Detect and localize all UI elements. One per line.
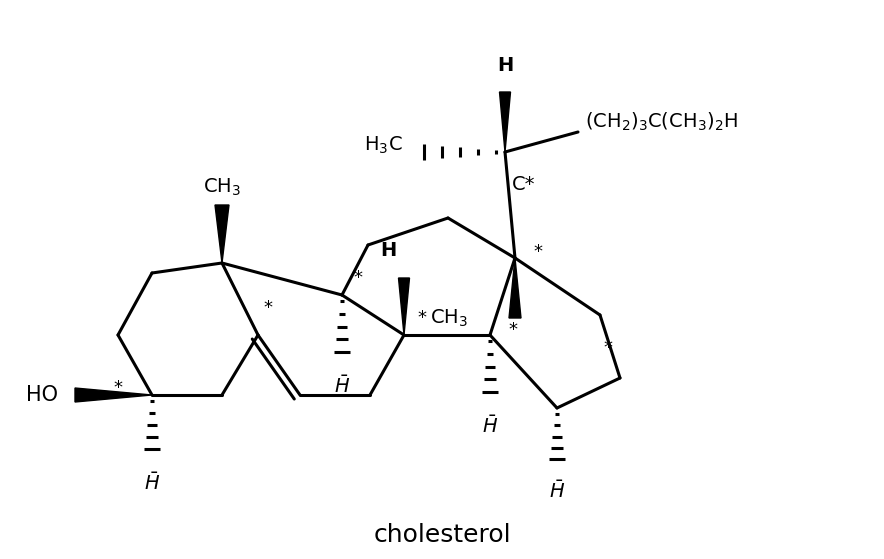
Polygon shape (75, 388, 152, 402)
Text: $\bar{H}$: $\bar{H}$ (482, 415, 498, 437)
Text: *: * (603, 339, 612, 357)
Text: $\bar{H}$: $\bar{H}$ (549, 480, 565, 502)
Text: (CH$_2$)$_3$C(CH$_3$)$_2$H: (CH$_2$)$_3$C(CH$_3$)$_2$H (585, 111, 738, 133)
Text: C*: C* (512, 176, 536, 195)
Text: *: * (508, 321, 517, 339)
Text: H: H (380, 241, 396, 260)
Text: H: H (497, 56, 513, 75)
Text: *: * (263, 299, 272, 317)
Text: cholesterol: cholesterol (373, 523, 511, 547)
Text: $\bar{H}$: $\bar{H}$ (334, 375, 350, 397)
Polygon shape (499, 92, 510, 152)
Text: H$_3$C: H$_3$C (364, 134, 403, 155)
Text: CH$_3$: CH$_3$ (430, 307, 468, 329)
Polygon shape (509, 258, 521, 318)
Text: *: * (417, 309, 426, 327)
Text: $\bar{H}$: $\bar{H}$ (144, 472, 160, 494)
Polygon shape (399, 278, 409, 335)
Text: HO: HO (26, 385, 58, 405)
Text: *: * (354, 269, 362, 287)
Text: *: * (533, 243, 542, 261)
Text: CH$_3$: CH$_3$ (203, 177, 241, 198)
Polygon shape (215, 205, 229, 263)
Text: *: * (113, 379, 123, 397)
